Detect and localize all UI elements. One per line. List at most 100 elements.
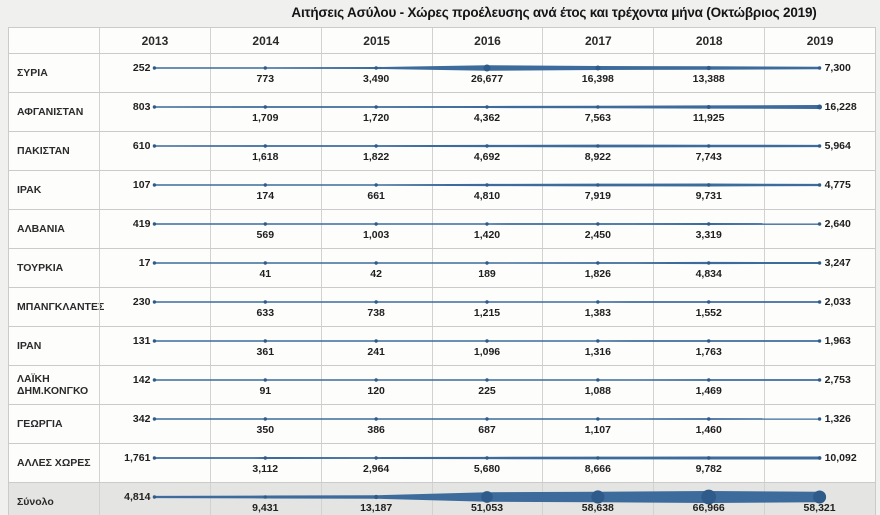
value-label: 16,398 xyxy=(581,73,614,85)
data-point-dot xyxy=(596,378,600,382)
value-label: 1,826 xyxy=(584,268,611,280)
grid-cell xyxy=(99,288,210,326)
total-label: Σύνολο xyxy=(17,495,54,508)
line-segment xyxy=(265,67,377,69)
value-label: 1,469 xyxy=(695,385,722,397)
value-label: 5,964 xyxy=(824,140,851,152)
line-segment xyxy=(597,491,709,503)
value-label: 1,763 xyxy=(695,346,722,358)
data-point-dot xyxy=(152,378,157,382)
value-label: 230 xyxy=(132,296,151,308)
grid-cell xyxy=(99,210,210,248)
year-header-2014: 2014 xyxy=(209,28,321,53)
line-segment xyxy=(708,301,820,303)
country-row: ΛΑΪΚΗ ΔΗΜ.ΚΟΝΓΚΟ 142 91 120 225 1,088 1,469 2,7… xyxy=(9,365,875,404)
grid-cell xyxy=(99,366,210,404)
country-row: ΙΡΑΚ 107 174 661 4,810 7,919 9,731 4,775 xyxy=(9,170,875,209)
sparkline-svg xyxy=(152,261,822,265)
line-segment xyxy=(265,301,377,303)
value-label: 241 xyxy=(367,346,385,358)
data-point-dot xyxy=(152,183,157,187)
grid-cell xyxy=(431,405,543,443)
data-point-dot xyxy=(485,300,489,304)
grid-cell xyxy=(653,132,764,170)
value-label: 4,810 xyxy=(473,190,501,202)
value-label: 4,362 xyxy=(473,112,501,124)
sparkline: 252 773 3,490 26,677 16,398 13,388 7,300 xyxy=(99,54,875,92)
value-label: 3,319 xyxy=(695,229,722,241)
country-row: ΣΥΡΙΑ 252 773 3,490 26,677 16,398 13,388 7,300 xyxy=(9,53,875,92)
line-segment xyxy=(708,223,820,225)
table-header-row: 2013 2014 2015 2016 2017 2018 2019 xyxy=(9,28,875,53)
line-segment xyxy=(376,340,487,342)
year-header-2016: 2016 xyxy=(431,28,543,53)
value-label: 361 xyxy=(256,346,275,358)
sparkline: 107 174 661 4,810 7,919 9,731 4,775 xyxy=(99,171,875,209)
line-segment xyxy=(154,340,266,342)
grid-cell xyxy=(209,405,321,443)
data-point-dot xyxy=(374,339,378,343)
data-point-dot xyxy=(374,222,378,226)
line-segment xyxy=(597,379,709,381)
line-segment xyxy=(154,67,266,69)
value-label: 91 xyxy=(259,385,272,397)
value-label: 1,460 xyxy=(695,424,722,436)
value-label: 2,450 xyxy=(584,229,611,241)
line-segment xyxy=(597,456,709,460)
data-point-dot xyxy=(701,489,717,505)
table-body: ΣΥΡΙΑ 252 773 3,490 26,677 16,398 13,388 7,300 Α… xyxy=(9,53,875,515)
grid-cell xyxy=(542,54,653,92)
data-point-dot xyxy=(707,339,711,343)
line-segment xyxy=(708,379,820,381)
data-point-dot xyxy=(707,378,711,382)
grid-cell xyxy=(542,132,653,170)
data-point-dot xyxy=(707,222,711,226)
value-label: 1,963 xyxy=(824,335,851,347)
data-point-dot xyxy=(591,490,605,504)
line-segment xyxy=(708,144,820,148)
line-segment xyxy=(597,301,709,303)
value-label: 738 xyxy=(367,307,385,319)
value-label: 1,215 xyxy=(473,307,501,319)
data-point-dot xyxy=(817,339,822,343)
value-label: 7,919 xyxy=(584,190,611,202)
line-segment xyxy=(487,379,598,381)
data-point-dot xyxy=(152,417,157,421)
value-label: 2,033 xyxy=(824,296,851,308)
value-label: 1,552 xyxy=(695,307,722,319)
data-point-dot xyxy=(374,183,378,187)
data-point-dot xyxy=(595,65,601,71)
year-header-2018: 2018 xyxy=(653,28,764,53)
country-row: ΓΕΩΡΓΙΑ 342 350 386 687 1,107 1,460 1,326 xyxy=(9,404,875,443)
data-point-dot xyxy=(485,261,489,265)
sparkline-svg xyxy=(152,64,822,72)
line-segment xyxy=(487,183,598,187)
line-segment xyxy=(154,418,266,420)
grid-cell xyxy=(653,327,764,365)
data-point-dot xyxy=(263,378,267,382)
value-label: 51,053 xyxy=(470,502,504,514)
line-segment xyxy=(376,105,487,109)
data-point-dot xyxy=(263,417,267,421)
grid-cell xyxy=(209,171,321,209)
line-segment xyxy=(265,418,377,420)
line-segment xyxy=(597,183,709,187)
grid-cell xyxy=(764,444,875,482)
line-segment xyxy=(487,223,598,225)
data-point-dot xyxy=(706,104,711,110)
data-point-dot xyxy=(485,417,489,421)
grid-cell xyxy=(653,54,764,92)
value-label: 7,743 xyxy=(695,151,722,163)
grid-cell xyxy=(99,171,210,209)
sparkline: 1,761 3,112 2,964 5,680 8,666 9,782 10,092 xyxy=(99,444,875,482)
value-label: 189 xyxy=(478,268,496,280)
grid-cell xyxy=(653,288,764,326)
line-segment xyxy=(597,223,709,225)
value-label: 4,692 xyxy=(473,151,501,163)
value-label: 1,383 xyxy=(584,307,611,319)
line-segment xyxy=(265,495,377,499)
line-segment xyxy=(154,106,266,108)
sparkline-svg xyxy=(152,300,822,304)
country-row: ΠΑΚΙΣΤΑΝ 610 1,618 1,822 4,692 8,922 7,743 5,96… xyxy=(9,131,875,170)
grid-cell xyxy=(320,93,432,131)
